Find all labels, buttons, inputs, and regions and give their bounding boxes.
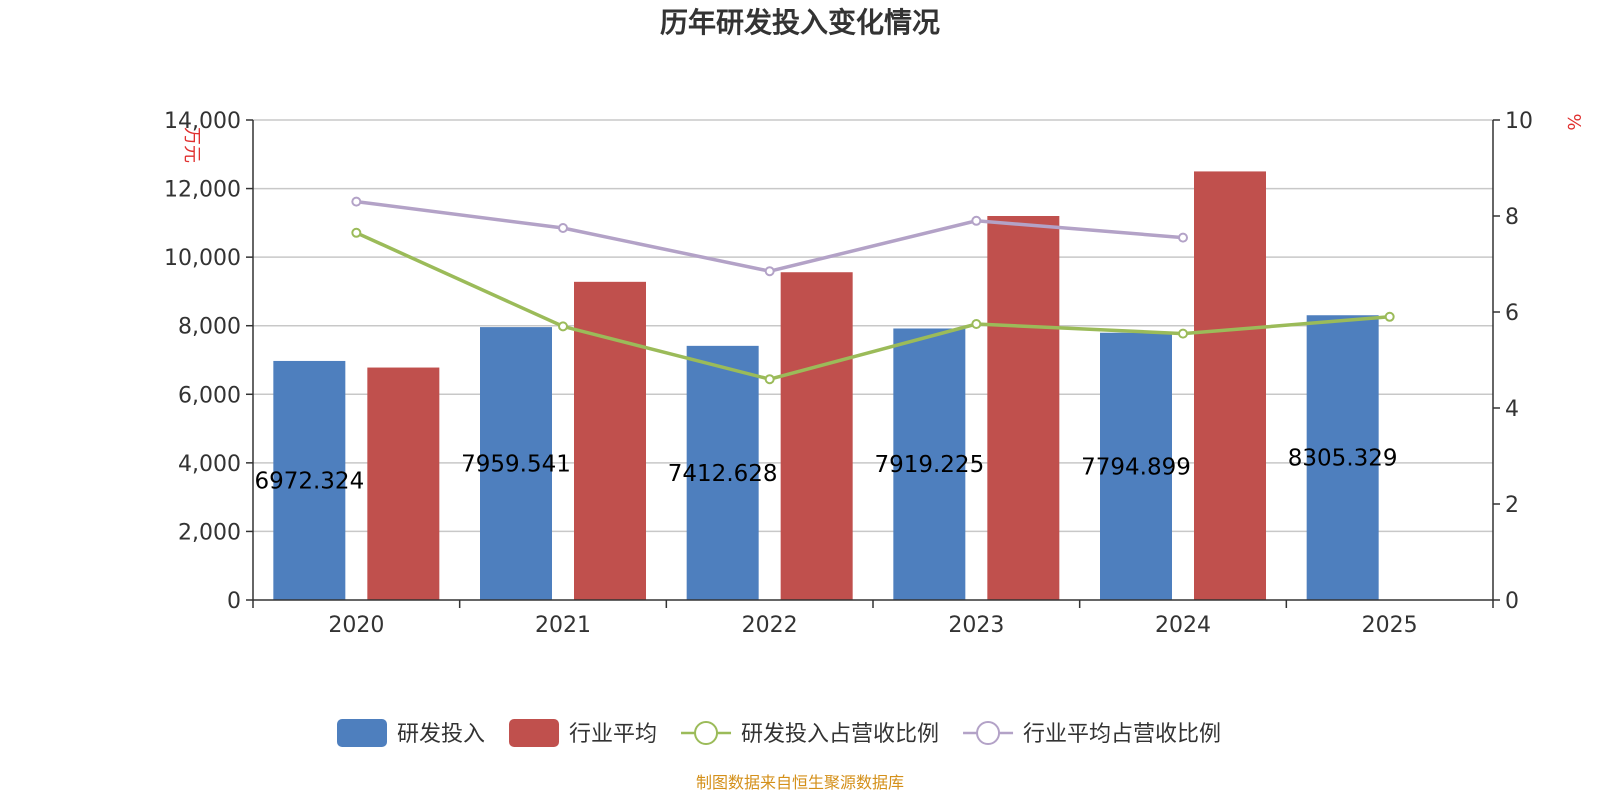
x-axis-tick-label: 2024 [1155, 613, 1211, 638]
bar-data-label: 7959.541 [461, 452, 571, 478]
right-axis-tick-label: 4 [1505, 397, 1519, 422]
bar [780, 272, 853, 600]
line-point [1384, 311, 1395, 322]
series-line [355, 231, 1390, 382]
chart-title: 历年研发投入变化情况 [660, 6, 940, 39]
bar-data-label: 7794.899 [1081, 454, 1191, 480]
bar-data-label: 7412.628 [668, 461, 778, 487]
left-axis-tick-label: 6,000 [178, 383, 241, 408]
bar-data-label: 8305.329 [1288, 446, 1398, 472]
bar [1194, 171, 1266, 600]
bar [1100, 332, 1172, 600]
right-axis-tick-label: 8 [1505, 205, 1519, 230]
line-series [351, 196, 1395, 385]
left-axis-unit: 万元 [181, 127, 202, 163]
legend-swatch [509, 719, 560, 747]
right-axis-unit: % [1563, 113, 1584, 130]
bar-data-label: 7919.225 [874, 452, 984, 478]
bar [987, 216, 1060, 600]
x-axis-tick-label: 2020 [328, 613, 384, 638]
legend-label: 研发投入 [397, 722, 485, 747]
axes: 0 2,000 4,000 6,000 8,000 10,000 12,000 14,000 0… [164, 109, 1533, 638]
line-point [351, 227, 362, 238]
x-axis-tick-label: 2021 [535, 613, 591, 638]
legend-label: 行业平均 [569, 722, 657, 747]
right-axis-tick-label: 0 [1505, 589, 1519, 614]
gridlines [253, 119, 1493, 533]
x-axis-tick-label: 2023 [948, 613, 1004, 638]
left-axis-tick-label: 10,000 [164, 246, 241, 271]
line-point [1178, 232, 1188, 243]
bar [1306, 315, 1379, 600]
legend-swatch [337, 719, 387, 747]
right-axis-tick-label: 2 [1505, 493, 1519, 518]
right-axis-tick-label: 6 [1505, 301, 1519, 326]
left-axis-tick-label: 14,000 [164, 109, 241, 134]
legend-marker [694, 721, 719, 745]
left-axis-tick-label: 0 [227, 589, 241, 614]
left-axis-tick-label: 4,000 [178, 452, 241, 477]
line-point [971, 319, 982, 329]
bar [273, 360, 346, 600]
line-point [558, 321, 568, 332]
bar [574, 281, 646, 600]
bar [480, 327, 552, 600]
x-axis-tick-label: 2022 [742, 613, 798, 638]
right-axis-tick-label: 10 [1505, 109, 1533, 134]
bar [893, 328, 966, 600]
left-axis-tick-label: 12,000 [164, 178, 241, 203]
line-point [764, 374, 775, 385]
line-point [764, 266, 775, 277]
line-point [971, 215, 982, 226]
bar-data-label: 6972.324 [254, 468, 364, 494]
line-point [351, 196, 362, 207]
legend-label: 行业平均占营收比例 [1023, 722, 1221, 747]
left-axis-tick-label: 8,000 [178, 315, 241, 340]
legend-marker [976, 721, 1001, 745]
x-axis-tick-label: 2025 [1362, 613, 1418, 638]
data-labels: 6972.324 7959.541 7412.628 7919.225 7794.899… [254, 446, 1397, 495]
bar [367, 367, 440, 600]
legend-label: 研发投入占营收比例 [741, 722, 939, 747]
data-source: 制图数据来自恒生聚源数据库 [696, 773, 904, 792]
line-point [1178, 328, 1188, 339]
bar-series [273, 171, 1379, 600]
bar [686, 345, 759, 600]
left-axis-tick-label: 2,000 [178, 520, 241, 545]
line-point [558, 223, 568, 233]
legend: 研发投入 行业平均 研发投入占营收比例 行业平均占营收比例 [337, 719, 1221, 747]
